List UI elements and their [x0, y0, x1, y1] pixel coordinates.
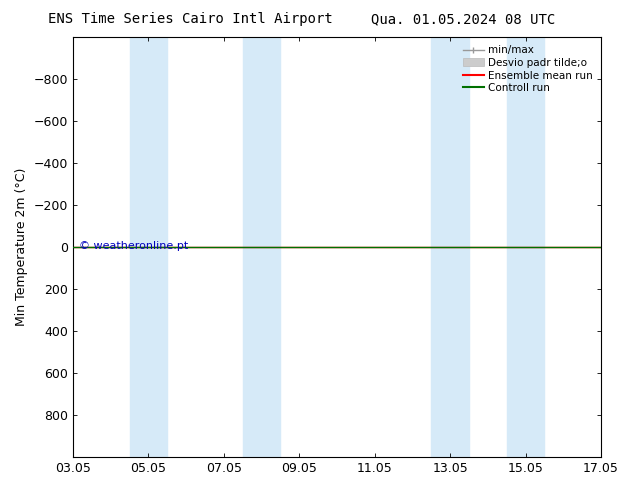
- Bar: [507, 37, 545, 457]
- Text: © weatheronline.pt: © weatheronline.pt: [79, 241, 188, 251]
- Bar: [243, 37, 280, 457]
- Legend: min/max, Desvio padr tilde;o, Ensemble mean run, Controll run: min/max, Desvio padr tilde;o, Ensemble m…: [460, 42, 596, 97]
- Bar: [431, 37, 469, 457]
- Text: Qua. 01.05.2024 08 UTC: Qua. 01.05.2024 08 UTC: [371, 12, 555, 26]
- Bar: [129, 37, 167, 457]
- Text: ENS Time Series Cairo Intl Airport: ENS Time Series Cairo Intl Airport: [48, 12, 333, 26]
- Y-axis label: Min Temperature 2m (°C): Min Temperature 2m (°C): [15, 168, 28, 326]
